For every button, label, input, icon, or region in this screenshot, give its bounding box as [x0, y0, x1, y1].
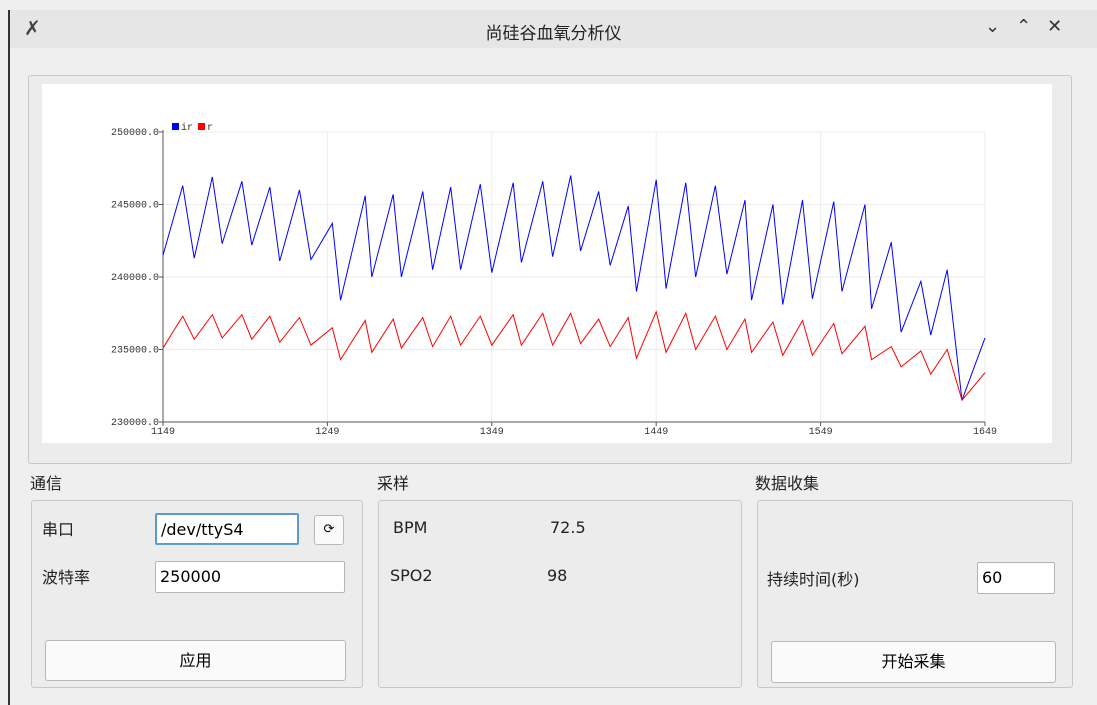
legend-swatch [172, 123, 179, 130]
field-label: 持续时间(秒) [767, 570, 860, 589]
group-box [378, 500, 742, 688]
y-tick-label: 250000.0 [111, 128, 159, 139]
chart: 230000.0 235000.0 240000.0 245000.0 250000.0… [42, 84, 1052, 443]
duration-input[interactable]: 60 [977, 562, 1055, 594]
y-tick-label: 230000.0 [111, 418, 159, 429]
field-label: BPM [393, 518, 428, 537]
x-tick-label: 1249 [315, 427, 339, 438]
x-tick-label: 1449 [644, 427, 668, 438]
legend-swatch [198, 123, 206, 130]
legend-label: r [207, 123, 213, 134]
y-tick-label: 245000.0 [111, 201, 159, 212]
port-input[interactable]: /dev/ttyS4 [155, 513, 299, 545]
window-controls[interactable]: ⌄⌃✕ [985, 16, 1079, 37]
app-icon: ✗ [24, 16, 41, 40]
x-tick-label: 1149 [151, 427, 175, 438]
window-edge [8, 10, 10, 705]
group-title: 通信 [30, 474, 63, 493]
plot-background [42, 84, 1052, 443]
field-label: SPO2 [390, 566, 433, 585]
y-tick-label: 235000.0 [111, 346, 159, 357]
y-tick-label: 240000.0 [111, 273, 159, 284]
legend-label: ir [181, 122, 193, 134]
spo2-value: 98 [547, 566, 568, 585]
group-title: 采样 [377, 474, 410, 493]
field-label: 波特率 [42, 568, 91, 587]
x-tick-label: 1649 [973, 427, 997, 438]
title-bar: ✗ 尚硅谷血氧分析仪 ⌄⌃✕ [10, 10, 1097, 48]
field-label: 串口 [42, 520, 75, 539]
data-line [162, 175, 986, 401]
bpm-value: 72.5 [550, 518, 586, 537]
group-title: 数据收集 [755, 474, 820, 493]
data-line [162, 310, 986, 402]
apply-button[interactable]: 应用 [45, 640, 346, 681]
window-title: 尚硅谷血氧分析仪 [485, 24, 622, 44]
refresh-button[interactable]: ⟳ [314, 515, 344, 545]
start-button[interactable]: 开始采集 [771, 641, 1056, 683]
x-tick-label: 1349 [480, 427, 504, 438]
baud-input[interactable]: 250000 [155, 561, 345, 593]
x-tick-label: 1549 [809, 427, 833, 438]
